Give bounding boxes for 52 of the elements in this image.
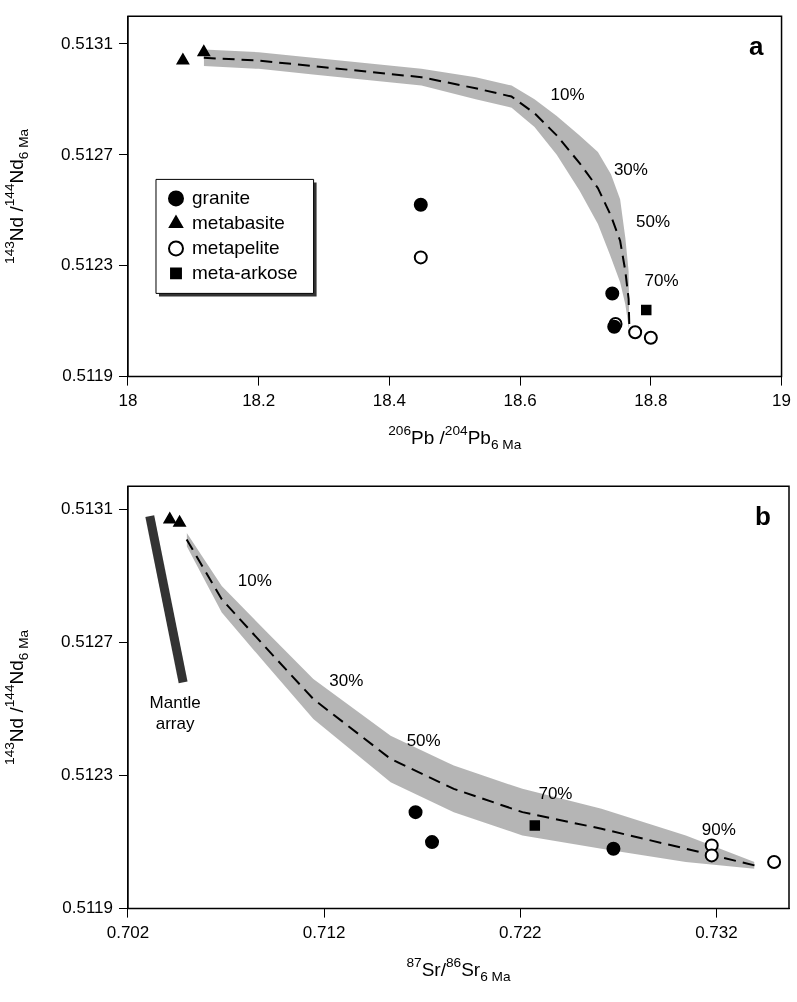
y-tick-label: 0.5131	[61, 33, 113, 53]
y-axis-title: 143Nd /144Nd6 Ma	[2, 629, 32, 765]
point	[413, 250, 428, 265]
annotation: 90%	[701, 820, 736, 840]
x-tick-label: 18.6	[503, 391, 537, 411]
point	[413, 197, 428, 212]
point	[529, 820, 541, 831]
y-tick-label: 0.5119	[62, 898, 113, 918]
y-tick-label: 0.5127	[61, 632, 113, 652]
x-tick-label: 18.4	[372, 391, 406, 411]
annotation: b	[755, 501, 771, 532]
annotation: a	[749, 31, 765, 62]
annotation: 70%	[538, 783, 573, 803]
series-label: Mantle array	[149, 692, 201, 733]
annotation: 10%	[237, 570, 272, 590]
point	[767, 855, 782, 870]
point	[197, 45, 210, 57]
x-tick-label: 18.2	[242, 391, 276, 411]
y-tick-label: 0.5119	[62, 366, 113, 386]
y-tick-label: 0.5127	[61, 144, 113, 164]
y-tick-label: 0.5123	[61, 255, 113, 275]
y-axis-title: 143Nd /144Nd6 Ma	[2, 128, 32, 264]
legend-label: granite	[192, 186, 251, 208]
point	[606, 841, 621, 856]
point	[605, 286, 620, 301]
y-tick-label: 0.5123	[61, 765, 113, 785]
x-tick-label: 19	[772, 391, 792, 411]
point	[408, 805, 423, 820]
point	[176, 53, 190, 65]
x-tick-label: 0.722	[499, 923, 542, 943]
annotation: 50%	[636, 212, 671, 232]
point	[425, 835, 440, 850]
point	[628, 325, 643, 340]
y-tick-label: 0.5131	[61, 499, 113, 519]
x-tick-label: 0.732	[695, 923, 738, 943]
point	[173, 515, 186, 527]
legend-label: metabasite	[192, 211, 285, 233]
annotation: 70%	[644, 270, 679, 290]
annotation: 30%	[613, 159, 648, 179]
legend-label: metapelite	[192, 236, 280, 258]
point	[704, 848, 719, 863]
point	[643, 330, 658, 345]
annotation: 10%	[550, 84, 585, 104]
x-tick-label: 18	[118, 391, 138, 411]
legend-label: meta-arkose	[192, 261, 298, 283]
point	[163, 512, 176, 524]
x-tick-label: 0.702	[106, 923, 150, 943]
point	[641, 304, 652, 316]
annotation: 50%	[406, 730, 441, 750]
annotation: 30%	[329, 670, 364, 690]
x-tick-label: 18.8	[634, 391, 668, 411]
x-tick-label: 0.712	[302, 923, 346, 943]
